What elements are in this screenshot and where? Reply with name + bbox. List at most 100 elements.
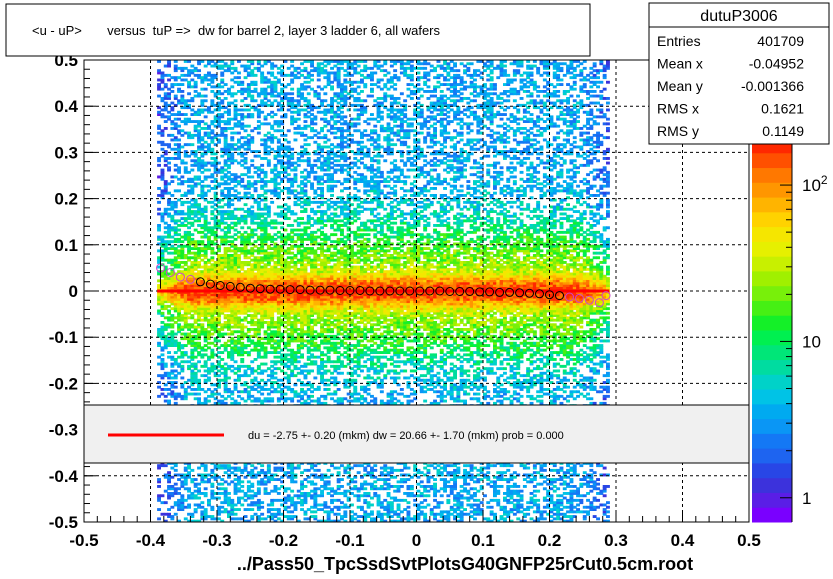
heatmap-cell xyxy=(203,161,208,165)
heatmap-cell xyxy=(256,399,261,403)
heatmap-cell xyxy=(280,265,285,269)
heatmap-cell xyxy=(187,136,191,140)
heatmap-cell xyxy=(233,309,238,313)
heatmap-cell xyxy=(300,401,304,405)
heatmap-cell xyxy=(293,304,298,308)
heatmap-cell xyxy=(187,80,191,84)
heatmap-cell xyxy=(233,117,238,121)
heatmap-cell xyxy=(266,207,271,211)
heatmap-cell xyxy=(227,323,231,327)
heatmap-cell xyxy=(253,272,258,276)
heatmap-cell xyxy=(193,510,198,514)
heatmap-cell xyxy=(183,300,188,304)
heatmap-cell xyxy=(306,494,311,498)
heatmap-cell xyxy=(296,244,301,248)
heatmap-cell xyxy=(237,274,241,278)
heatmap-cell xyxy=(177,265,181,269)
heatmap-cell xyxy=(223,496,228,500)
heatmap-cell xyxy=(283,508,288,511)
heatmap-cell xyxy=(160,242,165,246)
heatmap-cell xyxy=(197,383,201,387)
heatmap-cell xyxy=(300,249,304,253)
heatmap-cell xyxy=(227,224,231,227)
heatmap-cell xyxy=(276,173,281,177)
heatmap-cell xyxy=(163,286,168,290)
heatmap-cell xyxy=(200,272,205,276)
heatmap-cell xyxy=(230,277,235,280)
heatmap-cell xyxy=(233,256,238,260)
heatmap-cell xyxy=(256,328,261,331)
heatmap-cell xyxy=(300,325,304,329)
heatmap-cell xyxy=(223,508,228,511)
heatmap-cell xyxy=(177,394,181,398)
heatmap-cell xyxy=(187,297,191,301)
heatmap-cell xyxy=(163,187,168,190)
heatmap-cell xyxy=(223,367,228,371)
heatmap-cell xyxy=(167,157,171,160)
heatmap-cell xyxy=(233,281,238,285)
heatmap-cell xyxy=(276,256,281,260)
heatmap-cell xyxy=(177,316,181,320)
heatmap-cell xyxy=(290,60,295,63)
heatmap-cell xyxy=(280,337,285,341)
heatmap-cell xyxy=(280,369,285,373)
heatmap-cell xyxy=(177,101,181,105)
heatmap-cell xyxy=(243,244,248,248)
heatmap-cell xyxy=(223,120,228,123)
heatmap-cell xyxy=(200,138,205,142)
heatmap-cell xyxy=(300,237,304,241)
heatmap-cell xyxy=(207,274,211,278)
heatmap-cell xyxy=(240,334,245,338)
heatmap-cell xyxy=(203,316,208,320)
heatmap-cell xyxy=(187,274,191,278)
heatmap-cell xyxy=(180,66,185,70)
heatmap-cell xyxy=(280,263,285,267)
heatmap-cell xyxy=(167,485,171,488)
heatmap-cell xyxy=(300,127,304,130)
heatmap-cell xyxy=(180,78,185,82)
heatmap-cell xyxy=(263,189,268,193)
heatmap-cell xyxy=(270,64,275,68)
heatmap-cell xyxy=(296,281,301,285)
heatmap-cell xyxy=(270,127,275,130)
heatmap-cell xyxy=(230,214,235,218)
heatmap-cell xyxy=(170,106,175,110)
heatmap-cell xyxy=(296,494,301,498)
heatmap-cell xyxy=(223,237,228,241)
heatmap-cell xyxy=(223,175,228,179)
heatmap-cell xyxy=(233,228,238,232)
heatmap-cell xyxy=(286,166,291,170)
heatmap-cell xyxy=(296,309,301,313)
heatmap-cell xyxy=(207,145,211,149)
heatmap-cell xyxy=(177,157,181,160)
heatmap-cell xyxy=(217,401,221,405)
heatmap-cell xyxy=(227,364,231,368)
heatmap-cell xyxy=(173,247,178,250)
heatmap-cell xyxy=(167,304,171,308)
heatmap-cell xyxy=(163,394,168,398)
heatmap-cell xyxy=(296,203,301,207)
heatmap-cell xyxy=(213,353,218,357)
heatmap-cell xyxy=(286,205,291,209)
heatmap-cell xyxy=(246,519,251,522)
heatmap-cell xyxy=(160,170,165,174)
heatmap-cell xyxy=(173,143,178,147)
heatmap-cell xyxy=(183,270,188,274)
heatmap-cell xyxy=(256,482,261,486)
heatmap-cell xyxy=(303,279,308,283)
heatmap-cell xyxy=(223,173,228,177)
heatmap-cell xyxy=(207,124,211,128)
heatmap-cell xyxy=(246,214,251,218)
heatmap-cell xyxy=(233,489,238,493)
heatmap-cell xyxy=(313,200,318,204)
heatmap-cell xyxy=(197,242,201,246)
heatmap-cell xyxy=(157,85,161,89)
heatmap-cell xyxy=(207,302,211,306)
heatmap-cell xyxy=(300,508,304,511)
heatmap-cell xyxy=(233,388,238,391)
heatmap-cell xyxy=(293,69,298,73)
heatmap-cell xyxy=(233,401,238,405)
heatmap-cell xyxy=(230,217,235,220)
heatmap-cell xyxy=(276,309,281,313)
heatmap-cell xyxy=(243,247,248,250)
